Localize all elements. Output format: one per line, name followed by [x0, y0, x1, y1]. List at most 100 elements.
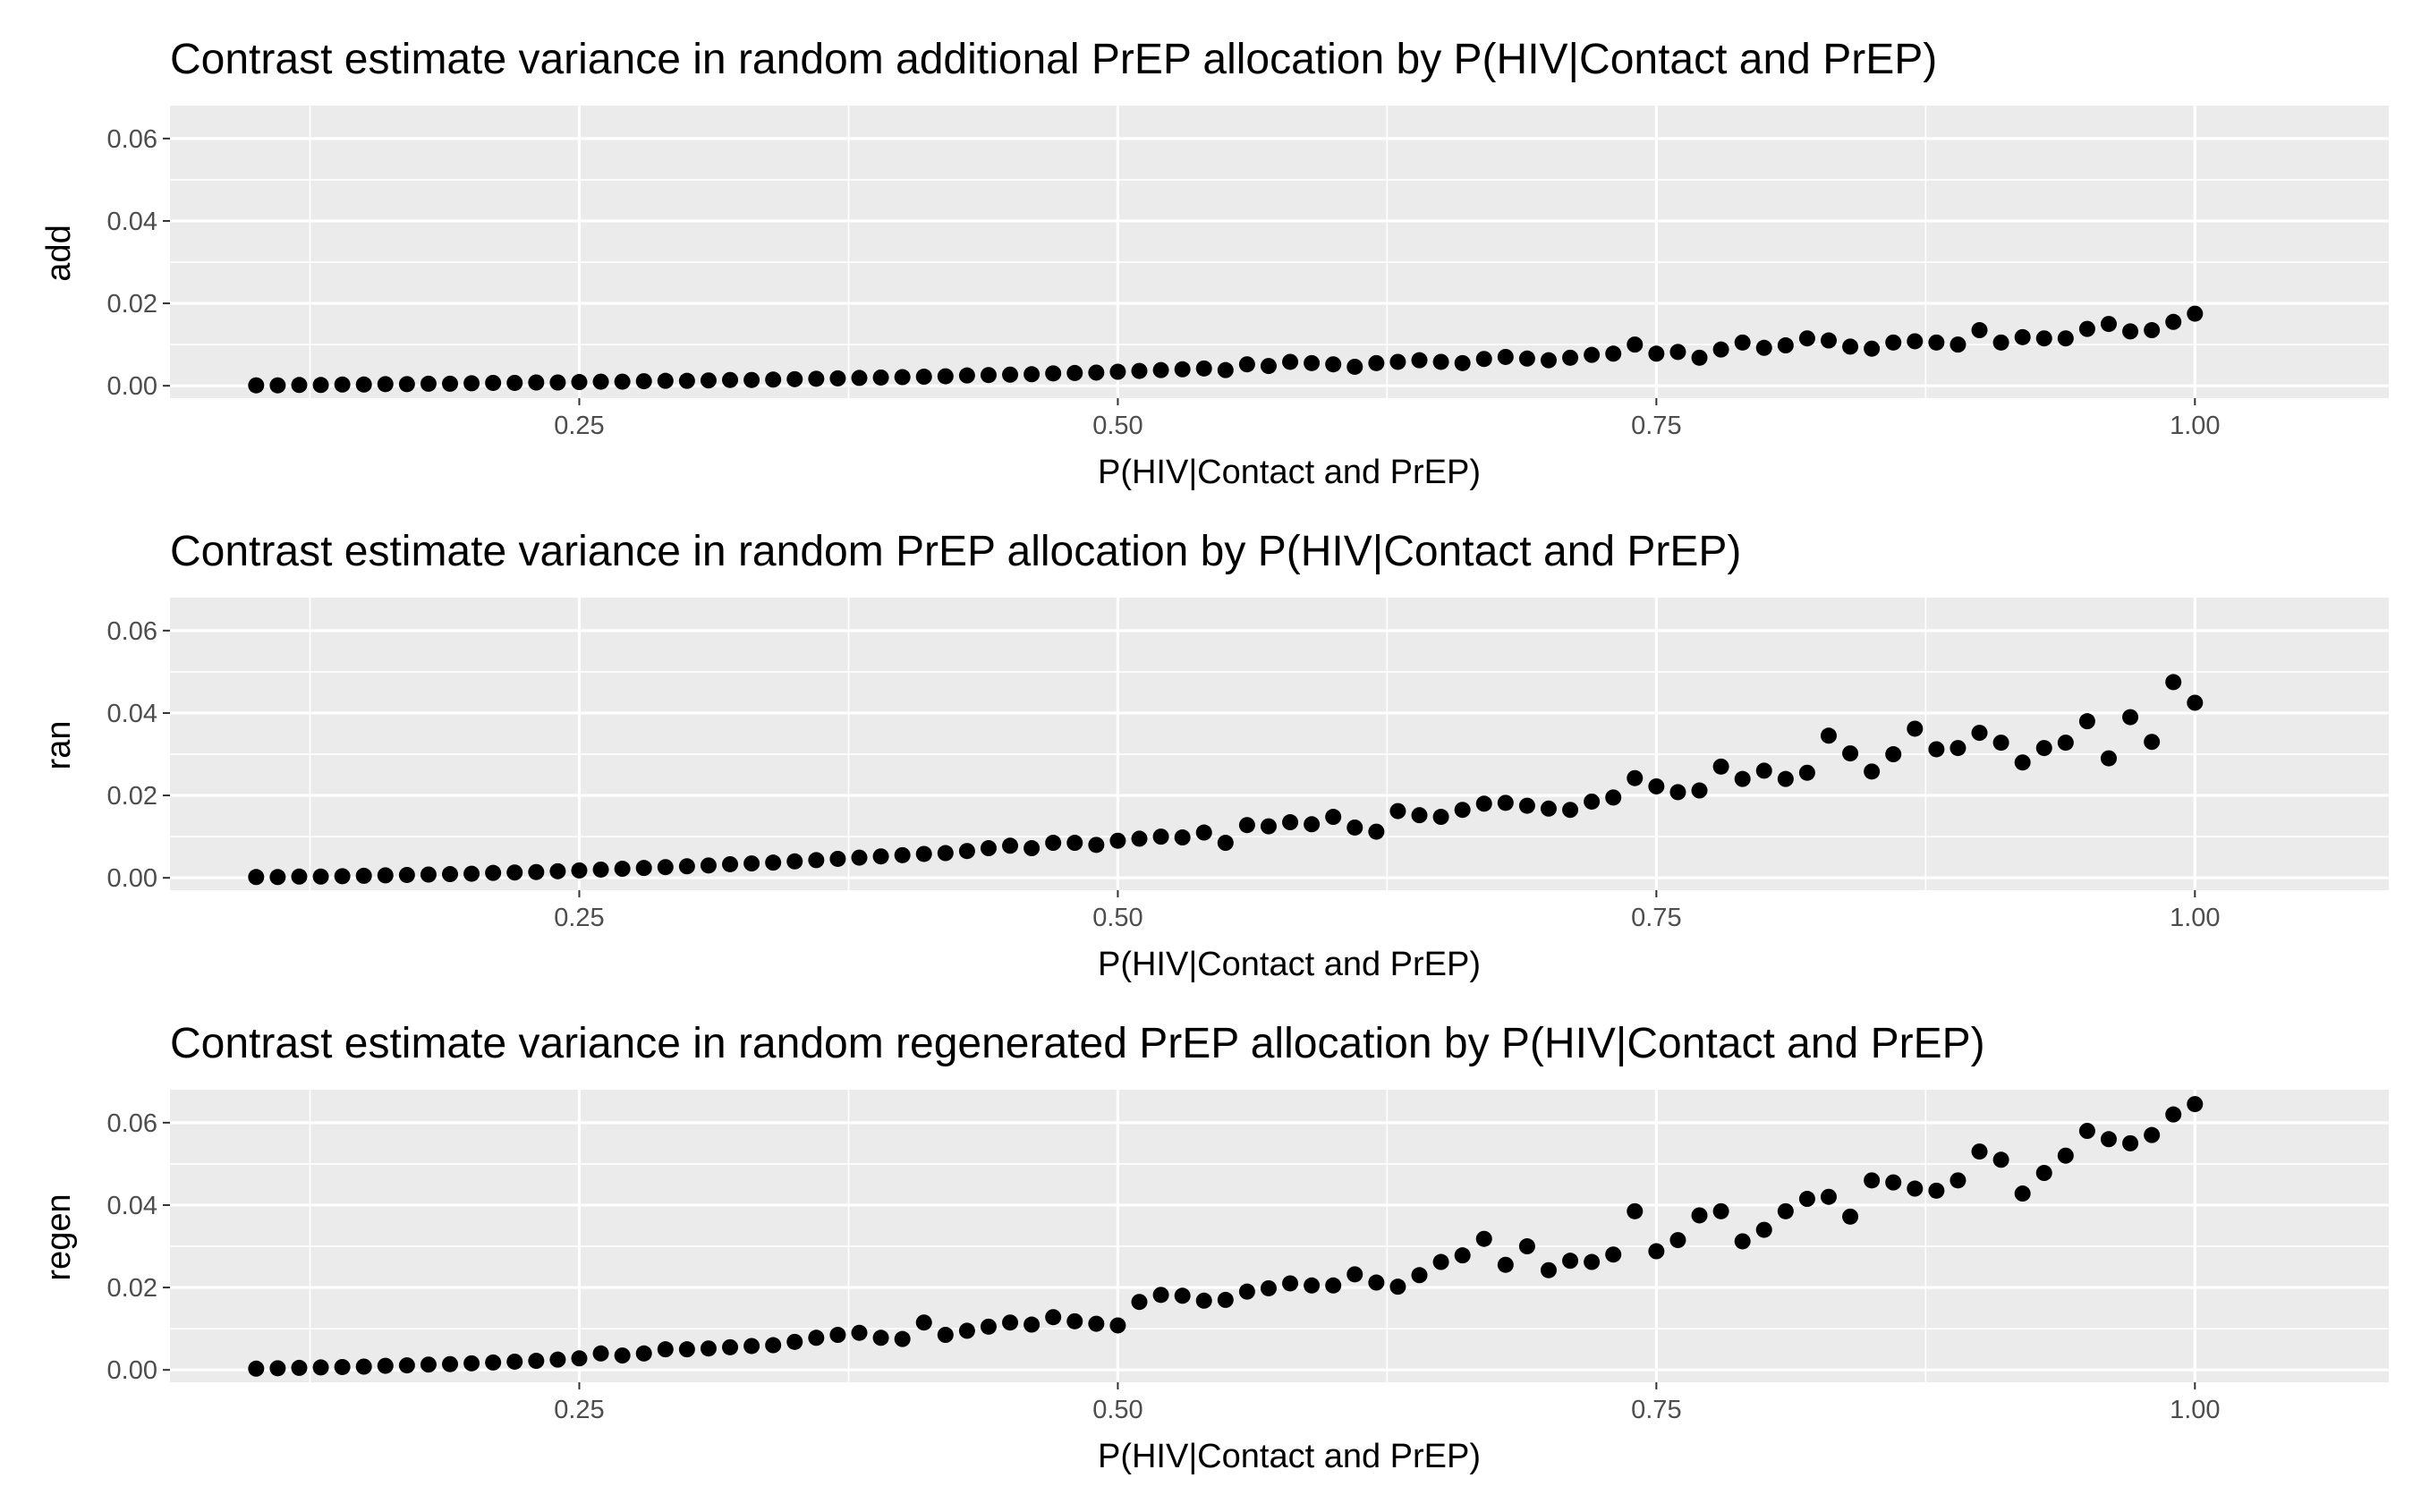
data-point: [312, 1359, 329, 1376]
data-point: [1152, 361, 1169, 378]
data-point: [1584, 793, 1601, 810]
data-point: [248, 869, 265, 886]
data-point: [937, 1327, 954, 1344]
data-point: [1475, 795, 1492, 812]
data-point: [1411, 807, 1428, 824]
data-point: [958, 367, 975, 384]
data-point: [334, 376, 351, 393]
x-tick-label: 0.50: [1092, 1396, 1143, 1424]
data-point: [2035, 740, 2052, 757]
chart-title: Contrast estimate variance in random PrE…: [170, 528, 1741, 575]
data-point: [485, 1354, 502, 1371]
data-point: [1864, 340, 1881, 357]
data-point: [1109, 363, 1126, 380]
chart-title: Contrast estimate variance in random reg…: [170, 1020, 1985, 1067]
data-point: [463, 865, 480, 882]
data-point: [1950, 740, 1967, 757]
y-tick-label: 0.04: [107, 208, 157, 236]
data-point: [2100, 316, 2117, 333]
data-point: [1475, 351, 1492, 368]
data-point: [1346, 819, 1363, 836]
data-point: [1798, 1191, 1815, 1208]
data-point: [291, 868, 308, 885]
data-point: [1971, 725, 1988, 742]
data-point: [1088, 837, 1105, 854]
data-point: [1992, 334, 2009, 351]
data-point: [829, 370, 846, 386]
data-point: [1950, 336, 1967, 353]
data-point: [1605, 789, 1622, 806]
data-point: [1002, 366, 1019, 383]
data-point: [786, 370, 803, 387]
data-point: [1691, 1207, 1708, 1224]
data-point: [1584, 1253, 1601, 1270]
data-point: [248, 1360, 265, 1377]
data-point: [1066, 835, 1083, 852]
data-point: [571, 1350, 588, 1367]
data-point: [1024, 840, 1041, 857]
x-tick-label: 0.75: [1631, 904, 1681, 932]
data-point: [549, 1351, 566, 1368]
x-tick-label: 0.25: [554, 904, 604, 932]
data-point: [1088, 1315, 1105, 1332]
data-point: [334, 868, 351, 885]
data-point: [2165, 674, 2182, 691]
data-point: [1584, 346, 1601, 363]
data-point: [1109, 832, 1126, 849]
data-point: [506, 374, 523, 391]
data-point: [1024, 366, 1041, 383]
data-point: [1648, 777, 1665, 794]
data-point: [1798, 764, 1815, 781]
data-point: [765, 371, 782, 388]
data-point: [1777, 1202, 1794, 1219]
panel-background: [170, 106, 2389, 398]
data-point: [377, 1357, 394, 1374]
data-point: [958, 1322, 975, 1339]
data-point: [1627, 1202, 1644, 1219]
data-point: [1842, 1208, 1859, 1225]
data-point: [1755, 339, 1772, 356]
data-point: [2144, 1126, 2161, 1143]
data-point: [592, 1345, 609, 1362]
y-tick-label: 0.06: [107, 1109, 157, 1138]
data-point: [1842, 745, 1859, 762]
data-point: [2035, 330, 2052, 347]
data-point: [1518, 797, 1535, 814]
data-point: [1497, 794, 1514, 811]
data-point: [355, 867, 372, 884]
data-point: [1971, 322, 1988, 339]
data-point: [442, 375, 459, 392]
x-tick-label: 0.75: [1631, 1396, 1681, 1424]
data-point: [377, 867, 394, 884]
data-point: [1627, 336, 1644, 353]
data-point: [1540, 800, 1557, 817]
data-point: [1777, 337, 1794, 354]
x-tick-label: 1.00: [2170, 904, 2220, 932]
data-point: [1755, 762, 1772, 779]
data-point: [614, 1347, 631, 1364]
y-axis-title: ran: [40, 721, 78, 770]
data-point: [1907, 720, 1924, 737]
data-point: [1669, 1232, 1686, 1249]
panel-background: [170, 1090, 2389, 1382]
data-point: [2122, 709, 2139, 726]
data-point: [657, 859, 674, 876]
data-point: [1282, 1275, 1299, 1292]
data-point: [851, 370, 868, 386]
data-point: [1518, 350, 1535, 367]
data-point: [1109, 1317, 1126, 1334]
x-tick-label: 0.25: [554, 1396, 604, 1424]
data-point: [1131, 830, 1148, 847]
data-point: [2078, 320, 2095, 337]
data-point: [786, 853, 803, 870]
plot-area: 0.25 0.50 0.75 1.00 0.00 0.02 0.04 0.06: [107, 106, 2389, 440]
x-tick-label: 0.50: [1092, 904, 1143, 932]
x-axis-title: P(HIV|Contact and PrEP): [1098, 946, 1481, 983]
data-point: [937, 845, 954, 862]
data-point: [1432, 809, 1449, 826]
data-point: [2122, 323, 2139, 340]
data-point: [1432, 1253, 1449, 1270]
data-point: [1174, 829, 1191, 846]
plot-panel-ran: Contrast estimate variance in random PrE…: [0, 492, 2421, 984]
data-point: [915, 369, 932, 386]
